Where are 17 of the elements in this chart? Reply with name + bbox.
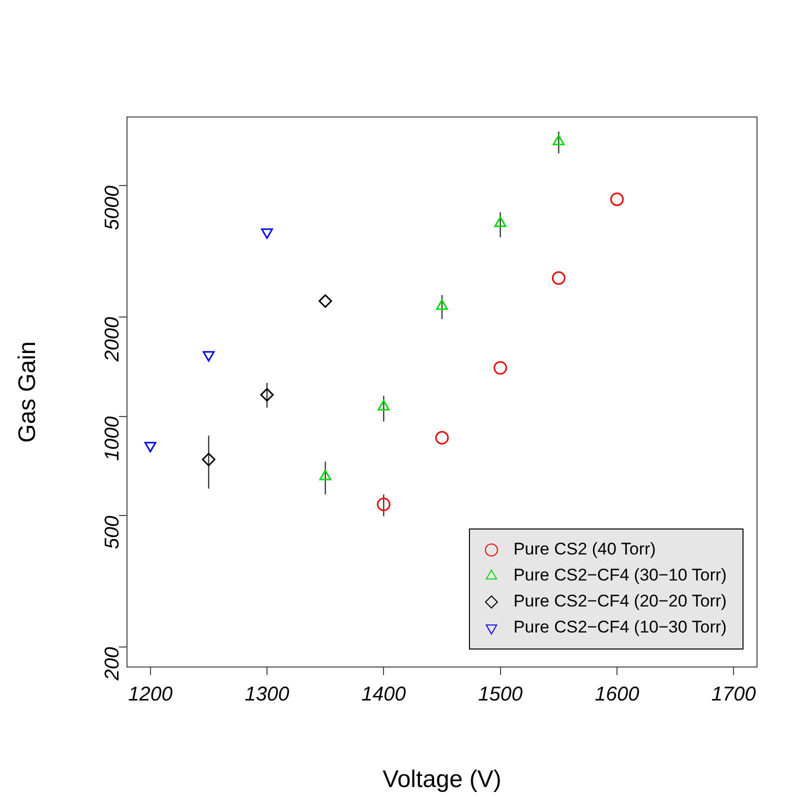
y-tick-label: 5000 <box>102 186 124 230</box>
y-tick-label: 500 <box>102 516 124 550</box>
y-tick-label: 2000 <box>102 316 124 362</box>
y-axis-title: Gas Gain <box>14 341 42 443</box>
y-tick-label: 1000 <box>102 416 124 461</box>
legend-label: Pure CS2 (40 Torr) <box>513 540 656 559</box>
x-tick-label: 1700 <box>711 684 756 706</box>
x-tick-label: 1400 <box>361 684 406 706</box>
legend-label: Pure CS2−CF4 (10−30 Torr) <box>513 618 727 637</box>
y-tick-label: 200 <box>102 647 124 682</box>
x-tick-label: 1500 <box>478 684 523 706</box>
x-axis-title: Voltage (V) <box>382 766 502 794</box>
x-tick-label: 1300 <box>244 684 290 706</box>
legend-label: Pure CS2−CF4 (20−20 Torr) <box>513 592 727 611</box>
x-tick-label: 1600 <box>594 684 640 706</box>
x-tick-label: 1200 <box>128 684 173 706</box>
legend-label: Pure CS2−CF4 (30−10 Torr) <box>513 566 727 585</box>
